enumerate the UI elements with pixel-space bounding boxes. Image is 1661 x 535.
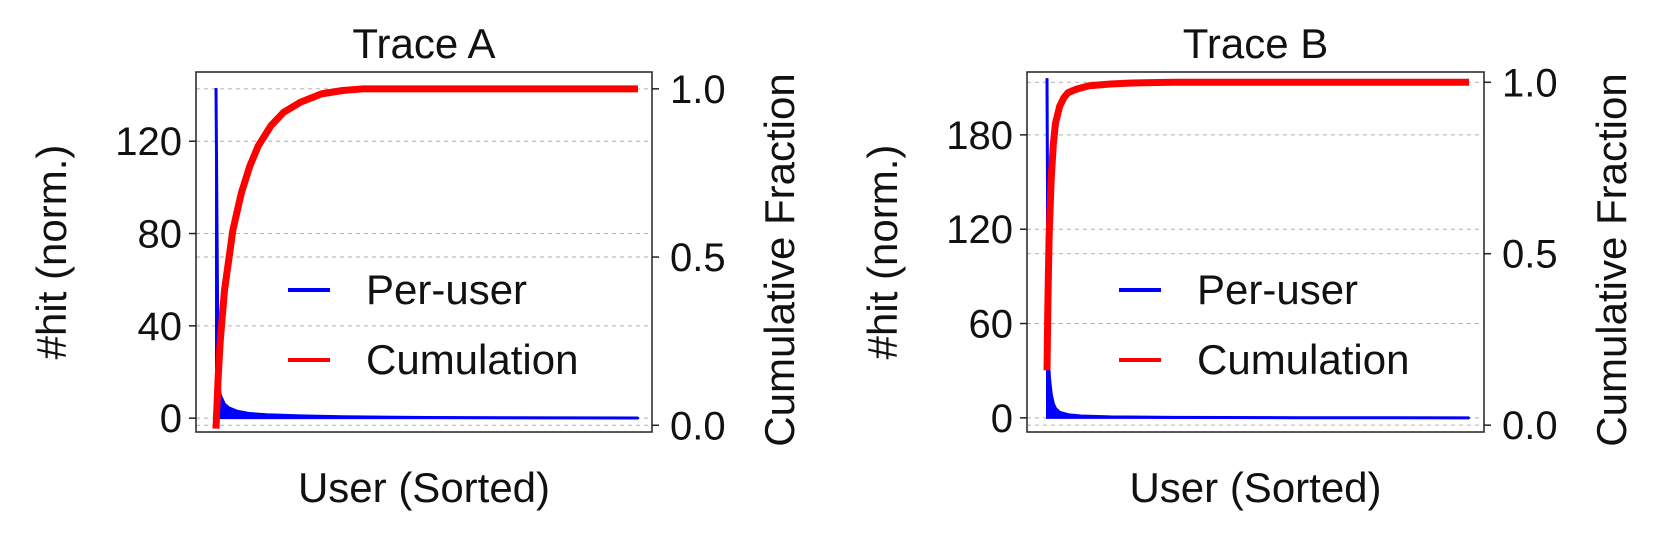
series-cumulation-line	[212, 85, 638, 429]
legend-label: Cumulation	[366, 336, 578, 383]
x-axis-label: User (Sorted)	[1129, 464, 1381, 511]
y-tick-label: 40	[138, 305, 183, 349]
y2-axis-label: Cumulative Fraction	[756, 73, 803, 446]
y-tick-label: 0	[160, 397, 182, 441]
y-tick-label: 180	[946, 114, 1013, 158]
y2-tick-label: 1.0	[1502, 61, 1558, 105]
y-tick-label: 60	[969, 303, 1014, 347]
chart-panel-trace-b: 0 60 120 180 0.0 0.5 1.0 Trace B User (Sorted) #h…	[859, 20, 1635, 511]
y-axis-label: #hit (norm.)	[28, 145, 75, 360]
y2-tick-label: 0.0	[1502, 404, 1558, 448]
series-cumulation-line	[1043, 78, 1469, 371]
legend: Per-user Cumulation	[288, 266, 578, 383]
y2-tick-label: 1.0	[670, 68, 726, 112]
legend: Per-user Cumulation	[1119, 266, 1409, 383]
plot-frame	[1026, 71, 1485, 433]
plot-frame	[195, 71, 653, 433]
y-tick-label: 80	[138, 213, 183, 257]
legend-label: Cumulation	[1197, 336, 1409, 383]
y-axis-label: #hit (norm.)	[859, 145, 906, 360]
y-tick-label: 120	[115, 120, 182, 164]
y-tick-label: 120	[946, 208, 1013, 252]
y2-axis-label: Cumulative Fraction	[1588, 73, 1635, 446]
y2-tick-label: 0.5	[1502, 233, 1558, 277]
chart-title: Trace B	[1183, 20, 1328, 67]
plot-area	[212, 85, 639, 429]
x-axis-label: User (Sorted)	[298, 464, 550, 511]
chart-title: Trace A	[352, 20, 495, 67]
y-tick-label: 0	[991, 397, 1013, 441]
chart-panel-trace-a: 0 40 80 120 0.0 0.5 1.0 Trace A User (Sorted) #hi…	[28, 20, 803, 511]
y2-tick-label: 0.0	[670, 404, 726, 448]
legend-label: Per-user	[366, 266, 527, 313]
series-per-user-line	[1045, 78, 1470, 420]
plot-area	[1043, 78, 1470, 420]
y2-tick-label: 0.5	[670, 236, 726, 280]
legend-label: Per-user	[1197, 266, 1358, 313]
